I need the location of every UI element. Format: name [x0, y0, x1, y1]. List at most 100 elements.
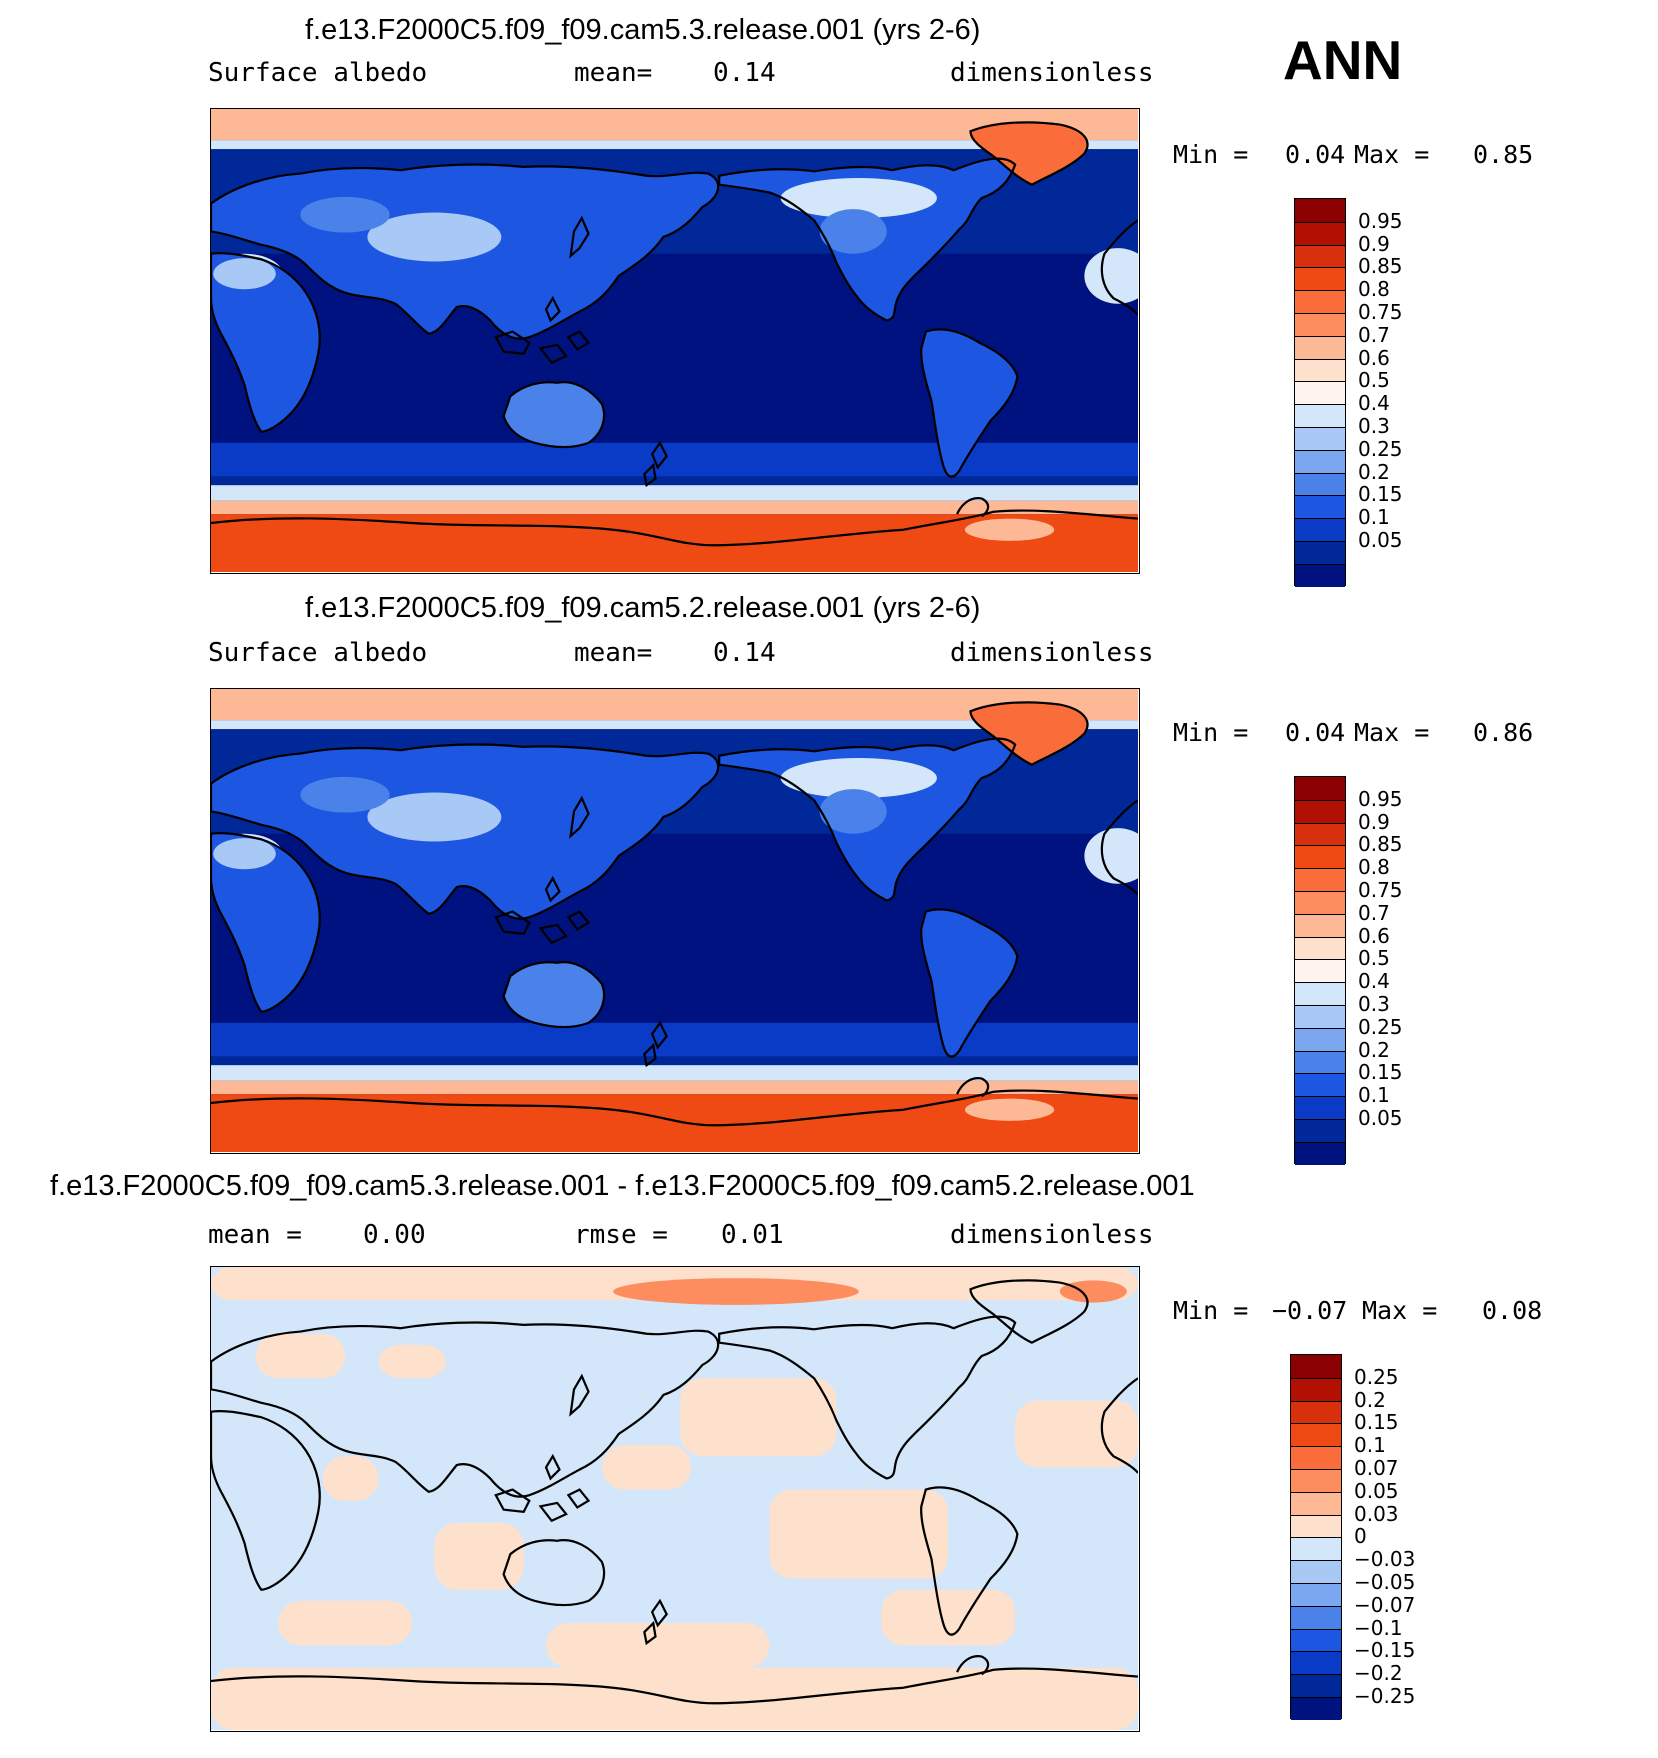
colorbar-swatch: [1295, 541, 1345, 564]
units-label: dimensionless: [950, 1220, 1154, 1250]
colorbar-swatch: [1295, 913, 1345, 937]
colorbar-swatch: [1291, 1423, 1341, 1447]
panel-title: f.e13.F2000C5.f09_f09.cam5.3.release.001…: [305, 14, 981, 46]
colorbar-tick-label: 0.6: [1358, 923, 1390, 948]
max-label: Max =: [1354, 140, 1430, 169]
colorbar-swatch: [1291, 1491, 1341, 1515]
panel-title: f.e13.F2000C5.f09_f09.cam5.2.release.001…: [305, 592, 981, 624]
mean-label: mean=: [574, 58, 653, 88]
colorbar-tick-label: 0.05: [1358, 1106, 1403, 1130]
min-value: −0.07: [1272, 1296, 1348, 1325]
colorbar-swatch: [1295, 1119, 1345, 1142]
mean-value: 0.14: [713, 638, 776, 668]
colorbar-swatch: [1295, 959, 1345, 983]
albedo-field: [211, 689, 1139, 1152]
max-value: 0.86: [1473, 718, 1534, 747]
variable-label: Surface albedo: [208, 58, 428, 88]
colorbar-swatch: [1295, 1027, 1345, 1051]
colorbar-swatch: [1295, 495, 1345, 519]
colorbar-tick-label: 0.3: [1358, 414, 1390, 438]
colorbar-tick-label: 0.07: [1354, 1456, 1399, 1480]
colorbar-swatch: [1291, 1537, 1341, 1561]
map-panel: [210, 1266, 1140, 1732]
albedo-field: [211, 1267, 1139, 1730]
colorbar-tick-label: 0.4: [1358, 391, 1390, 416]
colorbar-swatch: [1291, 1697, 1341, 1720]
colorbar-swatch: [1291, 1628, 1341, 1652]
colorbar-swatch: [1295, 936, 1345, 960]
colorbar-tick-label: 0.95: [1358, 786, 1403, 811]
colorbar-tick-label: 0.6: [1358, 345, 1390, 370]
colorbar-swatch: [1291, 1651, 1341, 1675]
colorbar-swatch: [1291, 1377, 1341, 1401]
colorbar-tick-label: 0.25: [1358, 436, 1403, 461]
colorbar-tick-label: 0.2: [1358, 1037, 1390, 1062]
min-label: Min =: [1173, 1296, 1249, 1325]
rmse-label: rmse =: [574, 1220, 668, 1250]
colorbar-tick-label: 0.1: [1354, 1433, 1386, 1458]
colorbar-swatch: [1295, 777, 1345, 800]
colorbar-swatch: [1295, 199, 1345, 222]
min-value: 0.04: [1285, 140, 1346, 169]
variable-label: Surface albedo: [208, 638, 428, 668]
colorbar-tick-label: 0.25: [1354, 1364, 1399, 1389]
colorbar-tick-label: 0.75: [1358, 878, 1403, 902]
mean-value: 0.00: [363, 1220, 426, 1250]
colorbar-tick-label: 0.1: [1358, 1083, 1390, 1108]
colorbar-tick-label: 0.05: [1358, 528, 1403, 552]
colorbar-tick-label: −0.07: [1354, 1592, 1416, 1617]
colorbar-tick-label: −0.15: [1354, 1638, 1416, 1663]
colorbar-tick-label: 0.75: [1358, 300, 1403, 324]
colorbar-swatch: [1291, 1514, 1341, 1538]
colorbar-swatch: [1295, 1096, 1345, 1119]
min-label: Min =: [1173, 718, 1249, 747]
colorbar-swatch: [1291, 1674, 1341, 1697]
units-label: dimensionless: [950, 638, 1154, 668]
colorbar-swatch: [1295, 335, 1345, 359]
rmse-value: 0.01: [721, 1220, 784, 1250]
colorbar-swatch: [1295, 221, 1345, 245]
max-label: Max =: [1362, 1296, 1438, 1325]
colorbar-swatch: [1295, 845, 1345, 869]
max-value: 0.08: [1482, 1296, 1543, 1325]
mean-value: 0.14: [713, 58, 776, 88]
colorbar: [1294, 198, 1346, 587]
season-label: ANN: [1283, 29, 1403, 91]
colorbar-swatch: [1295, 244, 1345, 268]
colorbar-swatch: [1295, 267, 1345, 291]
colorbar-tick-label: −0.25: [1354, 1684, 1416, 1708]
colorbar-tick-label: 0.4: [1358, 969, 1390, 994]
colorbar-swatch: [1295, 290, 1345, 313]
colorbar-tick-label: −0.05: [1354, 1570, 1416, 1594]
colorbar-tick-label: 0.15: [1358, 1060, 1403, 1085]
colorbar-swatch: [1295, 518, 1345, 541]
colorbar-tick-label: 0.9: [1358, 231, 1390, 256]
colorbar-swatch: [1295, 563, 1345, 587]
colorbar-swatch: [1295, 381, 1345, 405]
map-panel: [210, 108, 1140, 574]
colorbar-swatch: [1295, 472, 1345, 496]
colorbar-swatch: [1291, 1469, 1341, 1492]
colorbar-swatch: [1295, 891, 1345, 914]
colorbar-swatch: [1295, 313, 1345, 336]
colorbar-tick-label: 0.5: [1358, 368, 1390, 393]
colorbar-tick-label: 0.7: [1358, 900, 1390, 925]
colorbar: [1290, 1354, 1342, 1720]
colorbar-tick-label: 0.9: [1358, 809, 1390, 834]
colorbar-tick-label: 0.8: [1358, 855, 1390, 880]
colorbar-swatch: [1291, 1560, 1341, 1583]
mean-label: mean =: [208, 1220, 302, 1250]
panel-title: f.e13.F2000C5.f09_f09.cam5.3.release.001…: [50, 1170, 1195, 1202]
colorbar-swatch: [1295, 1005, 1345, 1028]
min-value: 0.04: [1285, 718, 1346, 747]
colorbar-tick-label: 0.1: [1358, 505, 1390, 530]
colorbar-swatch: [1295, 449, 1345, 473]
colorbar-tick-label: 0.7: [1358, 322, 1390, 347]
mean-label: mean=: [574, 638, 653, 668]
colorbar-tick-label: 0.05: [1354, 1478, 1399, 1503]
colorbar-swatch: [1295, 982, 1345, 1005]
colorbar-tick-label: 0.85: [1358, 832, 1403, 857]
colorbar-swatch: [1295, 427, 1345, 450]
max-label: Max =: [1354, 718, 1430, 747]
max-value: 0.85: [1473, 140, 1534, 169]
